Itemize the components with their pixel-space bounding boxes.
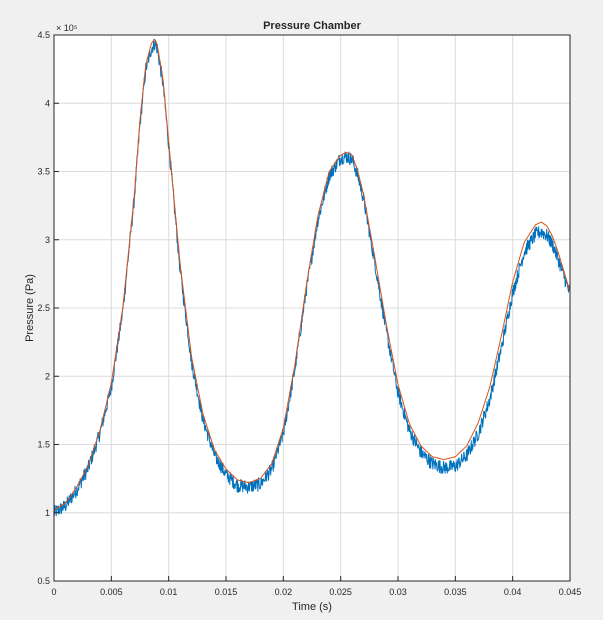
y-tick-label: 4: [45, 98, 50, 108]
y-tick-label: 3.5: [37, 167, 50, 177]
y-tick-label: 1: [45, 508, 50, 518]
chart-title: Pressure Chamber: [263, 20, 362, 32]
x-tick-label: 0.045: [559, 587, 582, 597]
x-tick-label: 0.025: [329, 587, 352, 597]
x-axis-label: Time (s): [292, 601, 332, 613]
x-tick-label: 0.005: [100, 587, 123, 597]
x-tick-label: 0: [51, 587, 56, 597]
y-tick-label: 0.5: [37, 576, 50, 586]
y-axis-ticks: 0.5 1 1.5 2 2.5 3 3.5 4 4.5: [37, 30, 59, 586]
x-tick-label: 0.03: [389, 587, 407, 597]
y-tick-label: 3: [45, 235, 50, 245]
y-tick-label: 1.5: [37, 440, 50, 450]
x-tick-label: 0.015: [215, 587, 238, 597]
y-tick-label: 4.5: [37, 30, 50, 40]
x-tick-label: 0.01: [160, 587, 178, 597]
x-tick-label: 0.035: [444, 587, 467, 597]
x-axis-ticks: 0 0.005 0.01 0.015 0.02 0.025 0.03 0.035 0.04 0.0…: [51, 576, 581, 597]
series-layer: [53, 38, 571, 517]
y-axis-label: Pressure (Pa): [24, 274, 36, 342]
y-tick-label: 2: [45, 371, 50, 381]
x-tick-label: 0.04: [504, 587, 522, 597]
y-axis-exponent: × 10⁵: [56, 23, 78, 33]
y-tick-label: 2.5: [37, 303, 50, 313]
series-line-fit: [53, 38, 571, 511]
x-tick-label: 0.02: [275, 587, 293, 597]
grid-lines: [54, 35, 570, 581]
